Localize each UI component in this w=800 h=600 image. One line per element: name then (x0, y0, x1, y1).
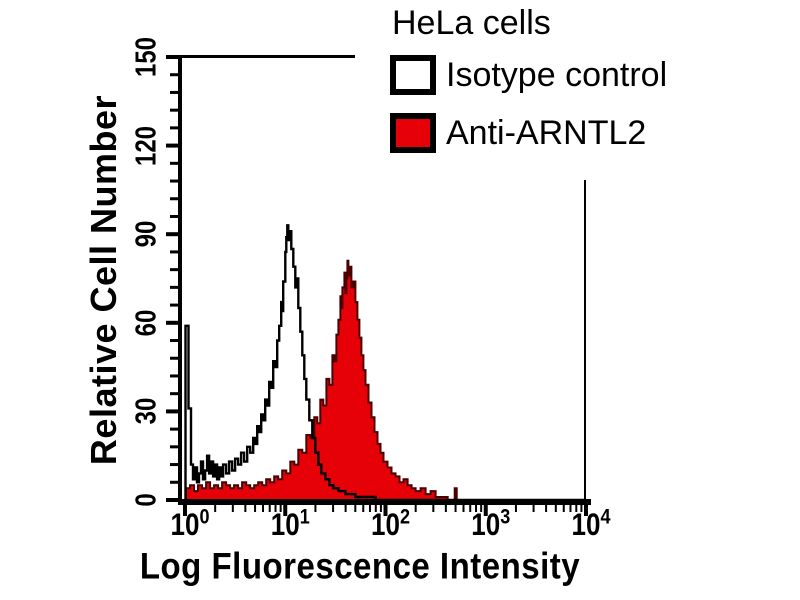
isotype-control-swatch (390, 55, 436, 95)
y-minor-tick (170, 285, 178, 289)
x-minor-tick (480, 505, 483, 512)
x-axis-title: Log Fluorescence Intensity (139, 544, 581, 587)
y-major-tick (166, 55, 178, 59)
plot-frame-top (178, 55, 355, 58)
x-minor-tick (354, 505, 357, 512)
x-minor-tick (279, 505, 282, 512)
y-minor-tick (170, 197, 178, 201)
legend-item-anti-arntl2: Anti-ARNTL2 (390, 111, 790, 155)
x-minor-tick (374, 505, 377, 512)
x-minor-tick (575, 505, 578, 512)
x-major-tick (283, 505, 288, 516)
y-minor-tick (170, 214, 178, 218)
y-minor-tick (170, 427, 178, 431)
x-minor-tick (562, 505, 565, 512)
anti-arntl2-histogram (185, 259, 586, 501)
x-tick-label: 104 (571, 504, 611, 543)
y-major-tick (166, 498, 178, 502)
x-tick-label: 102 (371, 504, 410, 543)
x-major-tick (483, 505, 488, 516)
y-minor-tick (170, 356, 178, 360)
y-minor-tick (170, 126, 178, 130)
y-major-tick (166, 143, 178, 148)
x-tick-label: 100 (170, 504, 210, 543)
x-minor-tick (454, 505, 457, 512)
x-minor-tick (554, 505, 557, 512)
y-minor-tick (170, 90, 178, 94)
y-axis-line (178, 55, 182, 505)
x-tick-label: 103 (471, 504, 511, 543)
y-minor-tick (170, 392, 178, 396)
y-tick-label: 30 (130, 398, 163, 425)
x-minor-tick (274, 505, 277, 512)
x-axis-line (178, 499, 591, 505)
x-minor-tick (214, 505, 217, 512)
y-major-tick (166, 409, 178, 414)
y-minor-tick (170, 73, 178, 77)
x-minor-tick (314, 505, 317, 512)
isotype-control-histogram (184, 224, 586, 502)
y-tick-label: 60 (130, 309, 163, 337)
y-tick-label: 150 (130, 36, 163, 78)
x-minor-tick (344, 505, 347, 512)
y-minor-tick (170, 179, 178, 183)
legend-label-isotype-control: Isotype control (446, 55, 668, 94)
y-axis-title: Relative Cell Number (83, 94, 124, 466)
y-minor-tick (170, 161, 178, 165)
y-tick-label: 120 (130, 125, 163, 166)
y-minor-tick (170, 108, 178, 112)
x-minor-tick (231, 505, 234, 512)
x-major-tick (584, 505, 588, 516)
x-minor-tick (462, 505, 465, 512)
x-minor-tick (580, 505, 583, 512)
y-major-tick (166, 232, 178, 237)
y-minor-tick (170, 463, 178, 467)
plot-frame-right (584, 180, 586, 500)
y-minor-tick (170, 268, 178, 272)
x-minor-tick (569, 505, 572, 512)
legend-label-anti-arntl2: Anti-ARNTL2 (446, 113, 647, 152)
y-minor-tick (170, 303, 178, 307)
y-minor-tick (170, 445, 178, 449)
x-minor-tick (368, 505, 371, 512)
x-minor-tick (469, 505, 472, 512)
x-minor-tick (545, 505, 548, 512)
x-minor-tick (532, 505, 535, 512)
chart-title: HeLa cells (392, 4, 551, 42)
x-major-tick (183, 505, 187, 516)
x-minor-tick (268, 505, 271, 512)
legend: HeLa cells Isotype control Anti-ARNTL2 (390, 4, 790, 169)
legend-item-isotype-control: Isotype control (390, 53, 790, 97)
x-major-tick (383, 505, 388, 516)
x-minor-tick (244, 505, 247, 512)
y-minor-tick (170, 339, 178, 343)
x-tick-label: 101 (270, 504, 310, 543)
x-minor-tick (379, 505, 382, 512)
anti-arntl2-swatch (390, 113, 436, 153)
x-minor-tick (432, 505, 435, 512)
x-minor-tick (332, 505, 335, 512)
x-minor-tick (362, 505, 365, 512)
x-minor-tick (254, 505, 257, 512)
y-minor-tick (170, 374, 178, 378)
y-tick-label: 90 (130, 220, 163, 248)
x-minor-tick (514, 505, 517, 512)
x-minor-tick (414, 505, 417, 512)
y-minor-tick (170, 480, 178, 484)
x-minor-tick (262, 505, 265, 512)
y-tick-label: 0 (130, 493, 163, 507)
y-major-tick (166, 320, 178, 325)
x-minor-tick (475, 505, 478, 512)
x-minor-tick (444, 505, 447, 512)
y-minor-tick (170, 250, 178, 254)
